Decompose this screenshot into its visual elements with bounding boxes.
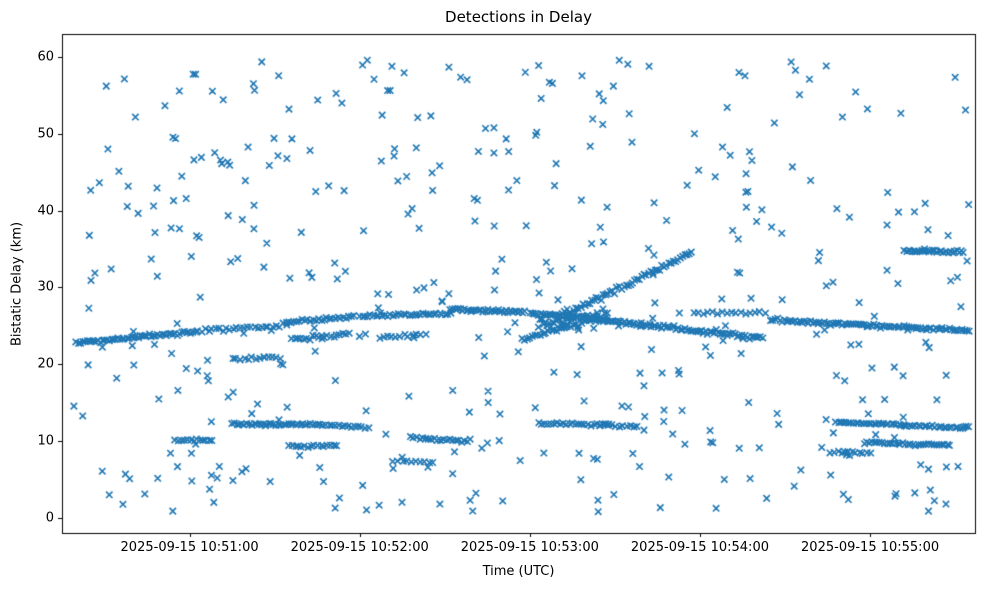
y-tick-label: 30 bbox=[37, 279, 54, 295]
y-tick-label: 40 bbox=[37, 203, 54, 219]
y-tick-label: 60 bbox=[37, 49, 54, 65]
x-tick-label: 2025-09-15 10:55:00 bbox=[801, 540, 940, 555]
x-axis-label: Time (UTC) bbox=[482, 564, 555, 579]
x-tick-label: 2025-09-15 10:51:00 bbox=[120, 540, 259, 555]
y-tick-label: 10 bbox=[37, 433, 54, 449]
y-tick-label: 20 bbox=[37, 356, 54, 372]
chart-title: Detections in Delay bbox=[445, 8, 592, 26]
y-tick-label: 50 bbox=[37, 126, 54, 142]
x-tick-label: 2025-09-15 10:53:00 bbox=[460, 540, 599, 555]
y-axis-label: Bistatic Delay (km) bbox=[9, 221, 25, 347]
x-tick-label: 2025-09-15 10:54:00 bbox=[630, 540, 769, 555]
y-tick-label: 0 bbox=[45, 510, 54, 526]
x-tick-label: 2025-09-15 10:52:00 bbox=[290, 540, 429, 555]
